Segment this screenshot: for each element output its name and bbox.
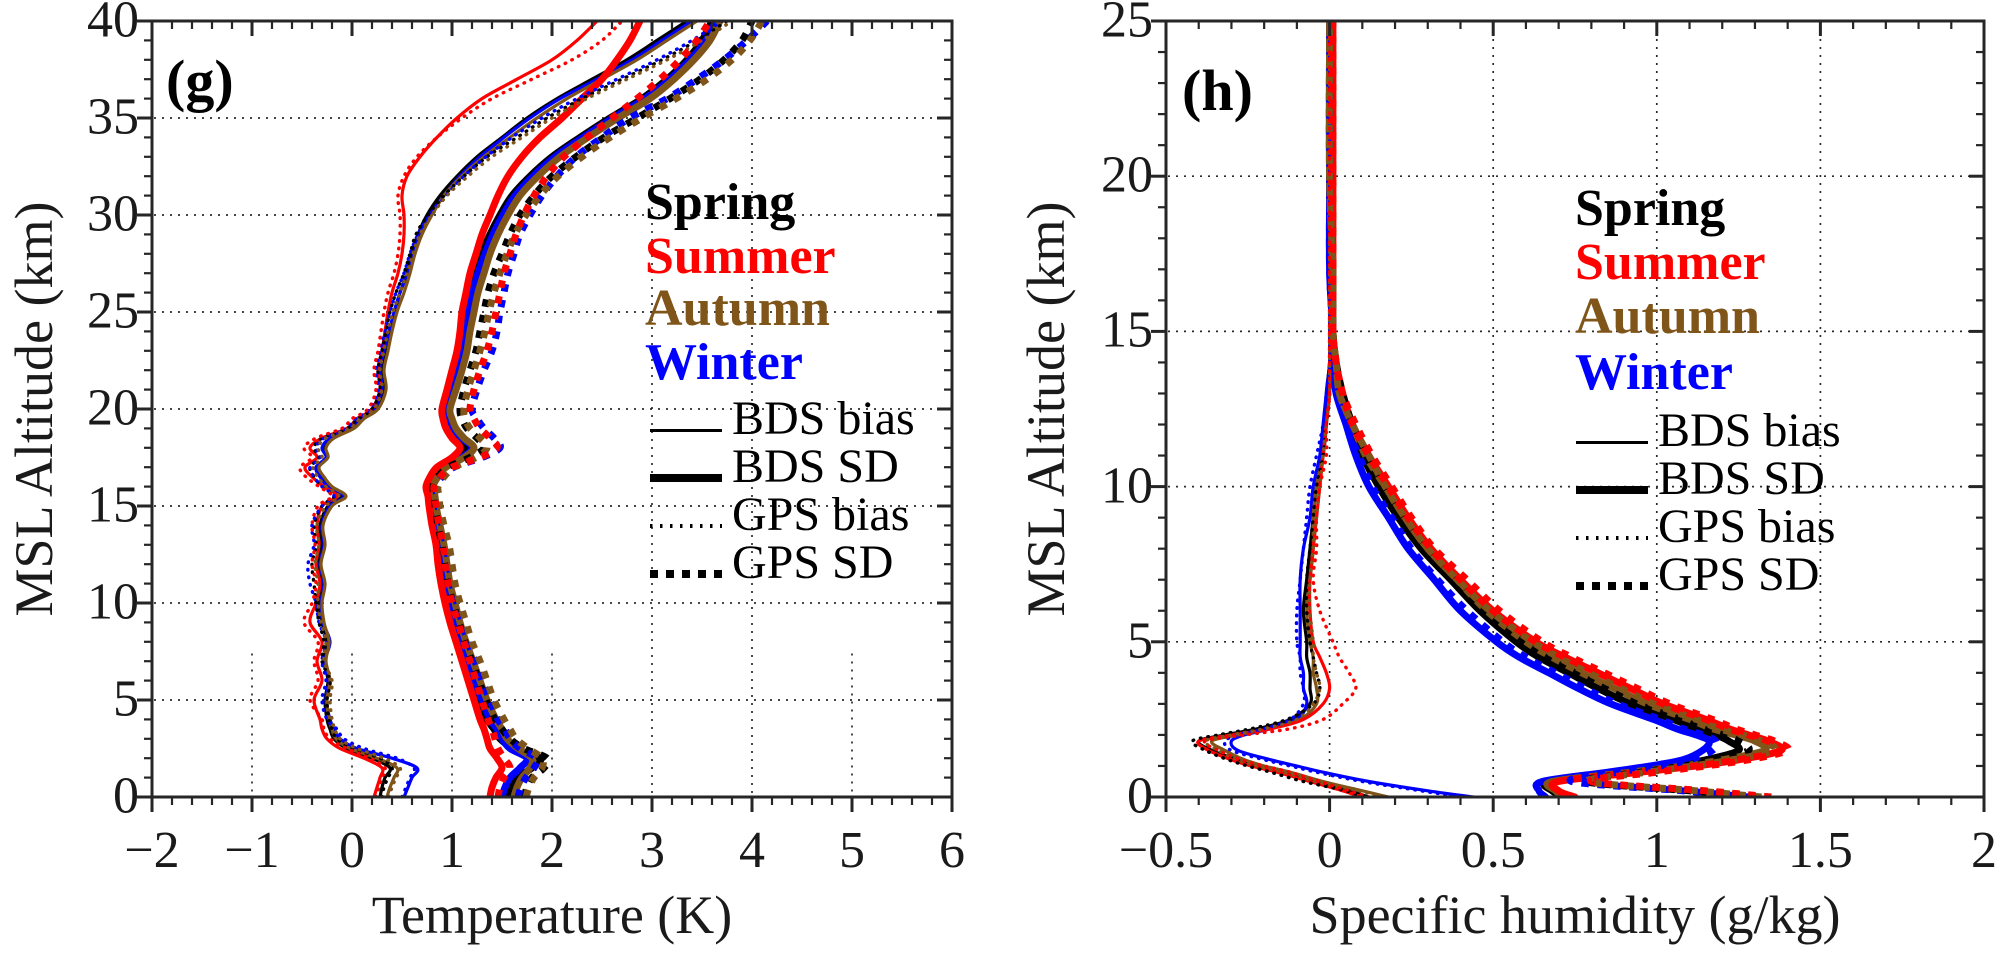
legend-style-gps-sd: GPS SD xyxy=(732,536,894,589)
x-tick-label: 0.5 xyxy=(1460,822,1526,879)
x-axis-title-humidity: Specific humidity (g/kg) xyxy=(1309,885,1841,945)
y-tick-label: 25 xyxy=(87,282,139,340)
panel-letter-h: (h) xyxy=(1182,58,1253,123)
y-tick-label: 0 xyxy=(113,767,139,825)
x-tick-label: 4 xyxy=(739,822,765,879)
legend-season-winter: Winter xyxy=(1575,344,1733,401)
series-summer-bds-sd xyxy=(422,22,644,796)
y-tick-label: 15 xyxy=(87,476,139,534)
legend-line-gps-sd-icon xyxy=(650,570,722,579)
y-tick-label: 40 xyxy=(87,0,139,49)
series-summer-gps-sd xyxy=(1329,22,1793,796)
x-axis-title-temperature: Temperature (K) xyxy=(371,885,733,945)
legend-style-bds-sd: BDS SD xyxy=(732,440,899,493)
y-tick-label: 5 xyxy=(1127,612,1153,670)
y-axis-title-right: MSL Altitude (km) xyxy=(1016,201,1076,617)
y-tick-label: 20 xyxy=(87,379,139,437)
legend-line-bds-bias-icon xyxy=(650,428,722,432)
series-winter-gps-bias xyxy=(1222,22,1462,796)
legend-season-autumn: Autumn xyxy=(1575,288,1760,345)
ticks-(h) xyxy=(1151,19,1986,812)
x-tick-label: 0 xyxy=(1316,822,1343,879)
y-tick-label: 0 xyxy=(1127,767,1153,825)
axes-border xyxy=(1164,19,1986,799)
legend-season-summer: Summer xyxy=(645,228,836,285)
series-autumn-gps-bias xyxy=(1203,22,1383,796)
y-tick-label: 20 xyxy=(1101,146,1153,204)
x-tick-label: −0.5 xyxy=(1118,822,1214,879)
y-tick-label: 25 xyxy=(1101,0,1153,49)
ticks-(g) xyxy=(137,19,954,812)
y-tick-label: 5 xyxy=(113,670,139,728)
series-autumn-bds-bias xyxy=(317,22,698,796)
x-tick-label: 2 xyxy=(1971,822,1997,879)
legend-style-gps-bias: GPS bias xyxy=(1658,500,1836,553)
series-winter-gps-bias xyxy=(306,22,723,796)
series-autumn-gps-sd xyxy=(1325,22,1780,796)
y-tick-label: 10 xyxy=(87,573,139,631)
x-tick-label: 1.5 xyxy=(1787,822,1853,879)
series-autumn-gps-bias xyxy=(311,22,733,796)
legend-season-spring: Spring xyxy=(645,174,796,231)
x-tick-label: 0 xyxy=(339,822,365,879)
series-autumn-bds-bias xyxy=(1209,22,1390,796)
legend-line-gps-bias-icon xyxy=(650,524,722,529)
legend-season-spring: Spring xyxy=(1575,180,1726,237)
legend-line-gps-sd-icon xyxy=(1576,582,1648,591)
series-spring-gps-bias xyxy=(1190,22,1364,796)
x-tick-label: 1 xyxy=(1643,822,1670,879)
legend-season-autumn: Autumn xyxy=(645,280,830,337)
x-tick-label: −2 xyxy=(124,822,180,879)
y-tick-label: 15 xyxy=(1101,302,1153,360)
x-tick-label: −1 xyxy=(224,822,280,879)
legend-style-gps-bias: GPS bias xyxy=(732,488,910,541)
x-tick-label: 1 xyxy=(439,822,465,879)
legend-line-bds-sd-icon xyxy=(650,474,722,483)
x-tick-label: 2 xyxy=(539,822,565,879)
legend-line-gps-bias-icon xyxy=(1576,536,1648,541)
y-tick-label: 10 xyxy=(1101,457,1153,515)
x-tick-label: 3 xyxy=(639,822,665,879)
grid-(g) xyxy=(154,23,950,795)
legend-line-bds-sd-icon xyxy=(1576,486,1648,495)
series-summer-gps-bias xyxy=(1202,22,1370,796)
y-axis-title-left: MSL Altitude (km) xyxy=(4,201,64,617)
x-tick-label: 5 xyxy=(839,822,865,879)
series-summer-bds-sd xyxy=(1329,22,1786,796)
legend-style-bds-sd: BDS SD xyxy=(1658,452,1825,505)
series-winter-gps-sd xyxy=(1325,22,1749,796)
x-tick-label: 6 xyxy=(939,822,965,879)
series-spring-gps-sd xyxy=(429,22,756,796)
y-tick-label: 30 xyxy=(87,185,139,243)
series-group-(g) xyxy=(298,22,770,796)
legend-style-bds-bias: BDS bias xyxy=(732,392,915,445)
series-summer-gps-sd xyxy=(430,22,713,796)
legend-line-bds-bias-icon xyxy=(1576,440,1648,444)
legend-season-winter: Winter xyxy=(645,334,803,391)
legend-style-bds-bias: BDS bias xyxy=(1658,404,1841,457)
series-summer-bds-bias xyxy=(303,22,598,796)
legend-season-summer: Summer xyxy=(1575,234,1766,291)
y-tick-label: 35 xyxy=(87,88,139,146)
series-winter-gps-sd xyxy=(432,22,770,796)
series-group-(h) xyxy=(1190,22,1793,796)
panel-letter-g: (g) xyxy=(166,48,234,113)
legend-style-gps-sd: GPS SD xyxy=(1658,548,1820,601)
